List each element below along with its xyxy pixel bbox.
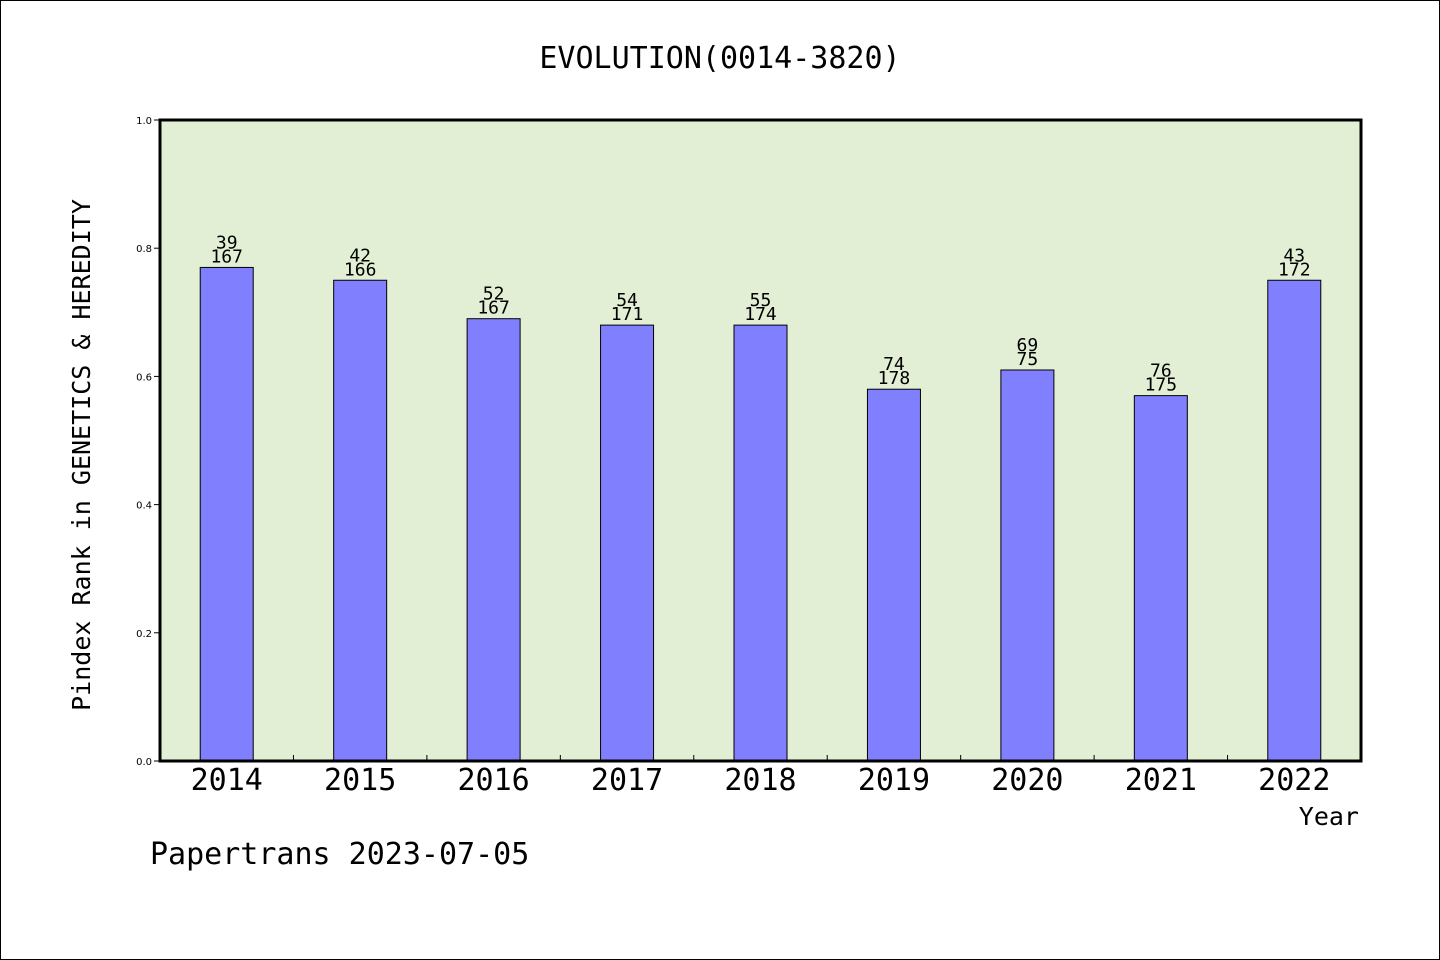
bar-label-top: 42 (349, 245, 371, 266)
x-tick-label: 2021 (1125, 763, 1197, 798)
bar-label-bottom: 166 (344, 259, 377, 280)
y-axis-label: Pindex Rank in GENETICS & HEREDITY (67, 199, 96, 711)
x-tick-label: 2014 (191, 763, 263, 798)
bar-label-bottom: 174 (744, 304, 777, 325)
bar-label-top: 69 (1017, 335, 1039, 356)
bar-label-bottom: 167 (477, 298, 510, 319)
bar-2018 (733, 324, 788, 762)
bar-label-top: 74 (883, 354, 905, 375)
y-axis: 0.0 0.2 0.4 0.6 0.8 1.0 (136, 116, 160, 768)
y-tick-label: 1.0 (136, 116, 152, 127)
x-axis-label: Year (1299, 802, 1359, 831)
bar-label-bottom: 171 (611, 304, 644, 325)
bar-2015 (333, 279, 388, 762)
x-tick-label: 2020 (991, 763, 1063, 798)
bar-2020 (1000, 369, 1055, 762)
bar-2021 (1133, 395, 1188, 762)
y-tick-label: 0.6 (136, 372, 152, 383)
x-axis: 2014 2015 2016 2017 2018 2019 2020 2021 2022 (191, 755, 1330, 798)
bar-label-top: 39 (216, 232, 238, 253)
x-tick-label: 2022 (1258, 763, 1330, 798)
x-tick-label: 2015 (324, 763, 396, 798)
x-tick-label: 2017 (591, 763, 663, 798)
bar-label-top: 54 (616, 290, 638, 311)
bar-2014 (199, 266, 254, 762)
bar-label-top: 76 (1150, 361, 1172, 382)
bar-label-top: 52 (483, 284, 505, 305)
y-tick-label: 0.8 (136, 244, 152, 255)
y-tick-label: 0.4 (136, 501, 152, 512)
y-tick-label: 0.0 (136, 757, 152, 768)
bar-2017 (600, 324, 655, 762)
bar-label-top: 55 (750, 290, 772, 311)
x-tick-label: 2018 (724, 763, 796, 798)
bar-2019 (866, 388, 921, 762)
chart-title: EVOLUTION(0014-3820) (539, 41, 900, 76)
plot-border (158, 118, 1363, 763)
bar-label-bottom: 178 (878, 368, 911, 389)
y-tick-label: 0.2 (136, 629, 152, 640)
bar-2022 (1267, 279, 1322, 762)
bar-label-bottom: 75 (1017, 349, 1039, 370)
bars (199, 266, 1322, 762)
bar-label-bottom: 167 (210, 246, 243, 267)
x-tick-label: 2016 (457, 763, 529, 798)
footer-text: Papertrans 2023-07-05 (150, 837, 529, 872)
bar-2016 (466, 318, 521, 762)
x-tick-label: 2019 (858, 763, 930, 798)
bar-label-bottom: 172 (1278, 259, 1311, 280)
bar-label-bottom: 175 (1145, 375, 1178, 396)
bar-label-top: 43 (1283, 245, 1305, 266)
